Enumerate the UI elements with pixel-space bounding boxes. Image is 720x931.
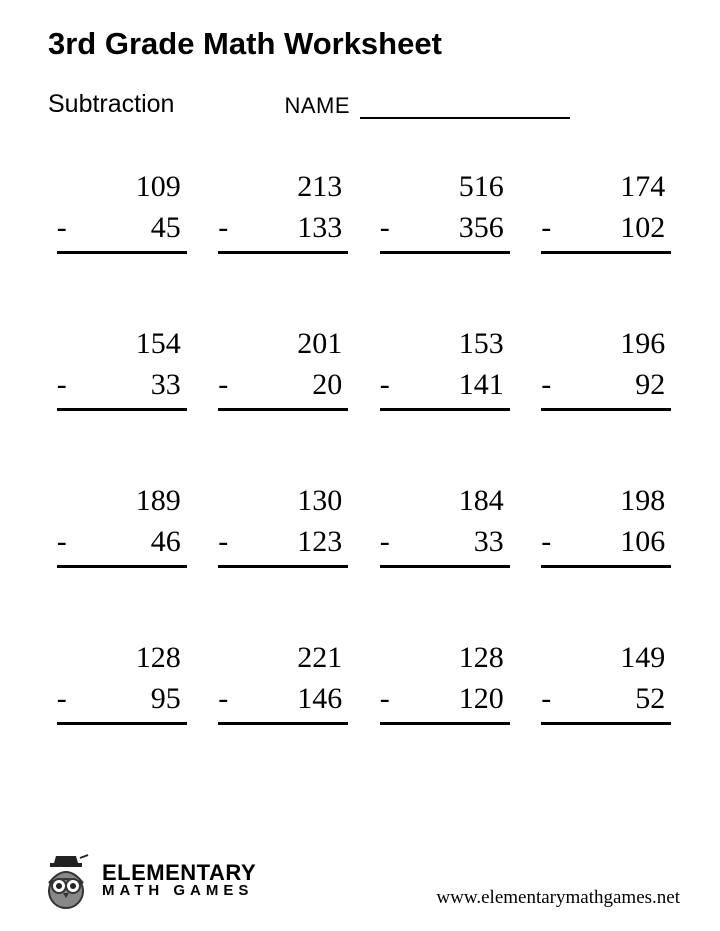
subtraction-problem: 221-146 xyxy=(218,638,348,725)
minuend: 149 xyxy=(541,638,671,679)
minuend: 196 xyxy=(541,324,671,365)
subtrahend-row: -46 xyxy=(57,522,187,569)
subtrahend-row: -45 xyxy=(57,208,187,255)
minus-sign: - xyxy=(541,679,561,720)
minus-sign: - xyxy=(541,522,561,563)
subtrahend-row: -20 xyxy=(218,365,348,412)
topic-label: Subtraction xyxy=(48,90,174,119)
subtraction-problem: 153-141 xyxy=(380,324,510,411)
subtrahend: 120 xyxy=(400,679,504,720)
minus-sign: - xyxy=(218,208,238,249)
minus-sign: - xyxy=(541,208,561,249)
minus-sign: - xyxy=(57,365,77,406)
subtrahend-row: -141 xyxy=(380,365,510,412)
minus-sign: - xyxy=(541,365,561,406)
name-blank-line[interactable] xyxy=(360,97,570,119)
subtrahend-row: -52 xyxy=(541,679,671,726)
subtrahend: 45 xyxy=(77,208,181,249)
subtraction-problem: 213-133 xyxy=(218,167,348,254)
logo-line1: ELEMENTARY xyxy=(102,863,256,884)
minus-sign: - xyxy=(57,208,77,249)
subtraction-problem: 196-92 xyxy=(541,324,671,411)
subtrahend: 46 xyxy=(77,522,181,563)
site-url: www.elementarymathgames.net xyxy=(436,887,680,909)
subtrahend-row: -95 xyxy=(57,679,187,726)
minuend: 221 xyxy=(218,638,348,679)
subtrahend: 33 xyxy=(400,522,504,563)
subtrahend-row: -33 xyxy=(380,522,510,569)
minuend: 213 xyxy=(218,167,348,208)
subtrahend-row: -106 xyxy=(541,522,671,569)
minus-sign: - xyxy=(218,365,238,406)
logo-text: ELEMENTARY MATH GAMES xyxy=(102,863,256,898)
minus-sign: - xyxy=(57,522,77,563)
subtraction-problem: 149-52 xyxy=(541,638,671,725)
subtrahend: 106 xyxy=(561,522,665,563)
footer: ELEMENTARY MATH GAMES www.elementarymath… xyxy=(40,853,680,909)
minuend: 153 xyxy=(380,324,510,365)
page-title: 3rd Grade Math Worksheet xyxy=(48,26,680,62)
subtraction-problem: 184-33 xyxy=(380,481,510,568)
minuend: 154 xyxy=(57,324,187,365)
subhead-row: Subtraction NAME xyxy=(48,90,680,119)
subtrahend: 141 xyxy=(400,365,504,406)
subtrahend: 356 xyxy=(400,208,504,249)
subtrahend: 95 xyxy=(77,679,181,720)
subtraction-problem: 128-120 xyxy=(380,638,510,725)
minuend: 128 xyxy=(380,638,510,679)
subtrahend-row: -146 xyxy=(218,679,348,726)
minuend: 189 xyxy=(57,481,187,522)
subtraction-problem: 109-45 xyxy=(57,167,187,254)
subtrahend-row: -33 xyxy=(57,365,187,412)
subtrahend-row: -133 xyxy=(218,208,348,255)
subtrahend: 92 xyxy=(561,365,665,406)
subtraction-problem: 130-123 xyxy=(218,481,348,568)
minuend: 174 xyxy=(541,167,671,208)
subtrahend: 102 xyxy=(561,208,665,249)
minuend: 184 xyxy=(380,481,510,522)
subtrahend-row: -92 xyxy=(541,365,671,412)
minuend: 109 xyxy=(57,167,187,208)
logo-line2: MATH GAMES xyxy=(102,884,256,898)
subtrahend: 133 xyxy=(238,208,342,249)
minus-sign: - xyxy=(57,679,77,720)
subtrahend: 52 xyxy=(561,679,665,720)
minus-sign: - xyxy=(380,679,400,720)
minus-sign: - xyxy=(380,522,400,563)
name-label: NAME xyxy=(284,93,350,119)
subtraction-problem: 174-102 xyxy=(541,167,671,254)
minus-sign: - xyxy=(380,365,400,406)
subtrahend: 123 xyxy=(238,522,342,563)
subtrahend: 33 xyxy=(77,365,181,406)
subtrahend: 146 xyxy=(238,679,342,720)
minuend: 198 xyxy=(541,481,671,522)
subtraction-problem: 198-106 xyxy=(541,481,671,568)
minus-sign: - xyxy=(218,522,238,563)
subtraction-problem: 516-356 xyxy=(380,167,510,254)
minus-sign: - xyxy=(218,679,238,720)
subtrahend-row: -123 xyxy=(218,522,348,569)
subtrahend-row: -120 xyxy=(380,679,510,726)
minuend: 201 xyxy=(218,324,348,365)
minus-sign: - xyxy=(380,208,400,249)
subtraction-problem: 128-95 xyxy=(57,638,187,725)
subtrahend: 20 xyxy=(238,365,342,406)
minuend: 130 xyxy=(218,481,348,522)
subtraction-problem: 189-46 xyxy=(57,481,187,568)
worksheet-page: 3rd Grade Math Worksheet Subtraction NAM… xyxy=(0,0,720,931)
name-field-group: NAME xyxy=(284,93,570,119)
owl-icon xyxy=(40,853,92,909)
minuend: 128 xyxy=(57,638,187,679)
brand-logo: ELEMENTARY MATH GAMES xyxy=(40,853,256,909)
problems-grid: 109-45213-133516-356174-102154-33201-201… xyxy=(48,167,680,725)
subtrahend-row: -102 xyxy=(541,208,671,255)
subtraction-problem: 201-20 xyxy=(218,324,348,411)
subtrahend-row: -356 xyxy=(380,208,510,255)
minuend: 516 xyxy=(380,167,510,208)
subtraction-problem: 154-33 xyxy=(57,324,187,411)
